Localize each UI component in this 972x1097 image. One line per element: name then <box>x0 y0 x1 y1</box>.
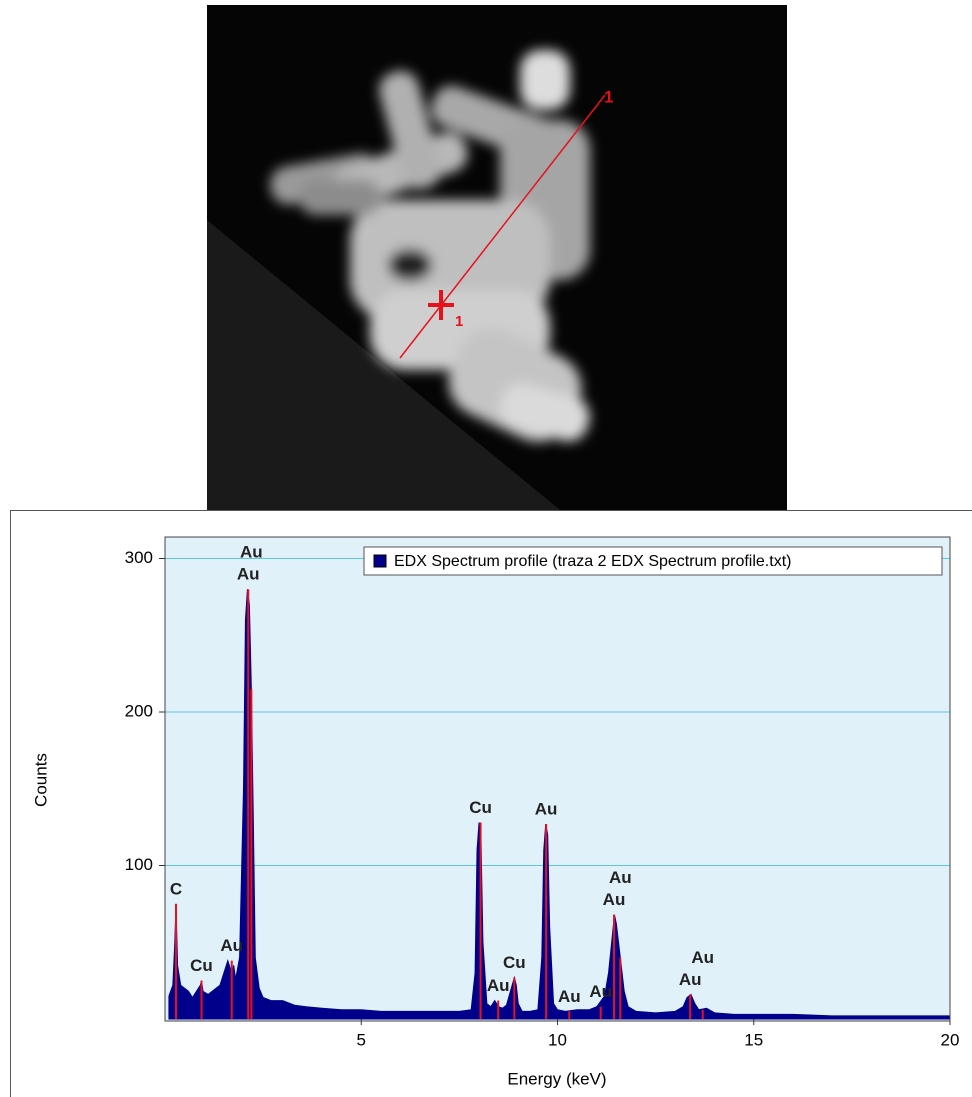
peak-label: Cu <box>469 798 492 817</box>
x-tick-label: 10 <box>548 1030 567 1049</box>
point-label: 1 <box>455 313 463 330</box>
peak-label: Au <box>487 976 510 995</box>
line-label: 1 <box>604 87 613 106</box>
peak-label: Au <box>679 970 702 989</box>
legend-box <box>363 546 943 576</box>
peak-label: Au <box>691 948 714 967</box>
x-axis-title: Energy (keV) <box>507 1069 606 1088</box>
y-tick-label: 200 <box>125 701 153 720</box>
x-tick-label: 20 <box>941 1030 960 1049</box>
support-film <box>207 220 560 510</box>
peak-label: Au <box>558 987 581 1006</box>
y-tick-label: 300 <box>125 548 153 567</box>
spectrum-area <box>168 589 951 1020</box>
peak-label: Cu <box>190 956 213 975</box>
x-tick-label: 5 <box>357 1030 366 1049</box>
peak-label: Au <box>220 936 243 955</box>
x-tick-label: 15 <box>744 1030 763 1049</box>
peak-label: Cu <box>503 953 526 972</box>
peak-label: Au <box>609 868 632 887</box>
plot-area <box>165 537 950 1021</box>
legend-swatch <box>373 554 387 568</box>
y-tick-label: 100 <box>125 855 153 874</box>
peak-label: C <box>170 879 182 898</box>
peak-label: Au <box>535 800 558 819</box>
legend-label: EDX Spectrum profile (traza 2 EDX Spectr… <box>394 553 791 570</box>
peak-label: Au <box>237 565 260 584</box>
y-axis-title: Counts <box>31 753 50 807</box>
chart-layer: 100 200 300 5 10 15 20 C Cu Au Au Au Cu Au Cu Au Au Au Au A… <box>125 536 960 1049</box>
peak-label: Au <box>603 890 626 909</box>
peak-label: Au <box>589 982 612 1001</box>
plot-border <box>164 536 951 1022</box>
peak-label: Au <box>240 543 263 562</box>
legend: EDX Spectrum profile (traza 2 EDX Spectr… <box>363 546 943 576</box>
scan-line <box>399 94 606 359</box>
micrograph: 1 1 <box>207 5 787 510</box>
